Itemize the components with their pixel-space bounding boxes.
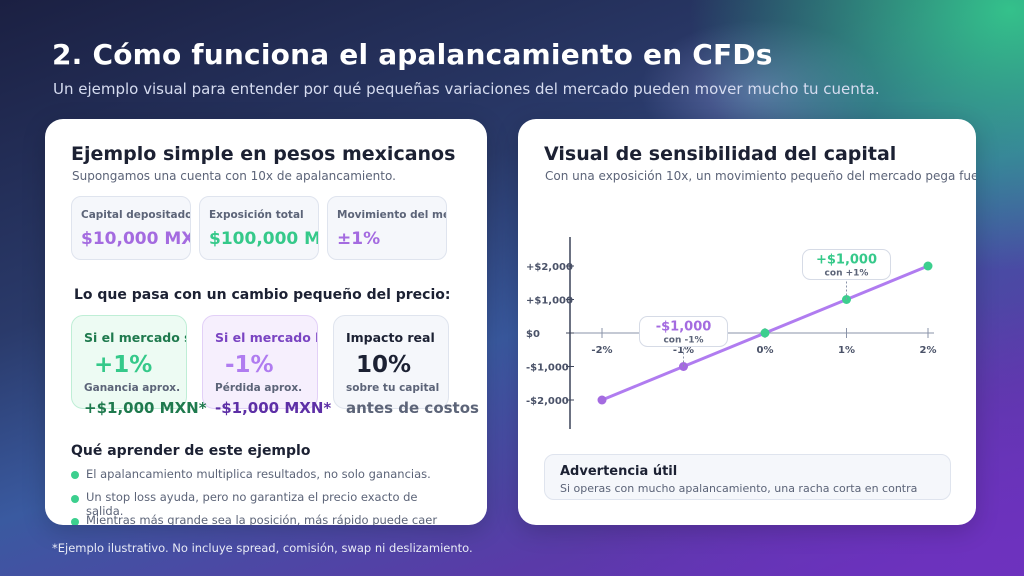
case-market-up: Si el mercado sube +1% Ganancia aprox. xyxy=(71,315,187,409)
bullet-position-size: Mientras más grande sea la posición, más… xyxy=(86,513,438,525)
case-real-impact: Impacto real 10% sobre tu capital xyxy=(333,315,449,409)
case-impact-heading: Impacto real xyxy=(346,330,435,345)
case-impact-label: sobre tu capital xyxy=(346,382,440,394)
annotation-value: -$1,000 xyxy=(656,320,712,335)
x-tick-label: 0% xyxy=(757,345,774,356)
annotation-label: con -1% xyxy=(663,336,703,346)
case-down-percent: -1% xyxy=(225,352,274,378)
sensitivity-card-title: Visual de sensibilidad del capital xyxy=(544,143,897,165)
annotation-label: con +1% xyxy=(825,269,869,279)
bullet-dot xyxy=(71,518,79,525)
x-tick-label: 2% xyxy=(920,345,937,356)
case-up-value: +$1,000 MXN* xyxy=(84,399,207,417)
bullet-leverage: El apalancamiento multiplica resultados,… xyxy=(86,467,431,481)
warning-title: Advertencia útil xyxy=(560,464,678,479)
example-card-description: Supongamos una cuenta con 10x de apalanc… xyxy=(72,169,396,183)
stat-exposure: Exposición total $100,000 MXN xyxy=(199,196,319,260)
case-down-label: Pérdida aprox. xyxy=(215,382,303,394)
bullet-dot xyxy=(71,471,79,479)
bullet-dot xyxy=(71,495,79,503)
example-card: Ejemplo simple en pesos mexicanos Supong… xyxy=(45,119,487,525)
annotation-box xyxy=(639,316,728,347)
stat-capital-label: Capital depositado xyxy=(81,209,191,221)
data-point xyxy=(597,395,607,405)
y-tick-label: +$2,000 xyxy=(526,262,573,273)
case-up-label: Ganancia aprox. xyxy=(84,382,181,394)
bullet-stop-loss: Un stop loss ayuda, pero no garantiza el… xyxy=(86,490,418,518)
warning-text: Si operas con mucho apalancamiento, una … xyxy=(560,482,918,495)
stat-market-move: Movimiento del mercado ±1% xyxy=(327,196,447,260)
data-point xyxy=(760,328,770,338)
case-up-heading: Si el mercado sube xyxy=(84,330,186,345)
stat-exposure-label: Exposición total xyxy=(209,209,304,221)
data-point xyxy=(923,261,933,271)
price-change-section-title: Lo que pasa con un cambio pequeño del pr… xyxy=(74,287,451,303)
sensitivity-card: Visual de sensibilidad del capital Con u… xyxy=(518,119,976,525)
annotation-box xyxy=(802,249,891,280)
y-tick-label: $0 xyxy=(526,329,540,340)
y-tick-label: -$1,000 xyxy=(526,363,569,374)
x-tick-label: 1% xyxy=(838,345,855,356)
case-impact-value: antes de costos xyxy=(346,399,479,417)
stat-exposure-value: $100,000 MXN xyxy=(209,229,318,249)
case-down-value: -$1,000 MXN* xyxy=(215,399,332,417)
stat-market-move-label: Movimiento del mercado xyxy=(337,209,446,221)
sensitivity-card-description: Con una exposición 10x, un movimiento pe… xyxy=(545,169,976,183)
stat-market-move-value: ±1% xyxy=(337,229,381,249)
case-impact-percent: 10% xyxy=(356,352,412,378)
stat-capital-value: $10,000 MXN xyxy=(81,229,190,249)
case-up-percent: +1% xyxy=(94,352,153,378)
page-subtitle: Un ejemplo visual para entender por qué … xyxy=(53,80,880,98)
case-down-heading: Si el mercado baja xyxy=(215,330,317,345)
y-tick-label: -$2,000 xyxy=(526,396,569,407)
chart-ticks: -2% -1% 0% 1% 2%+$2,000+$1,000$0-$1,000-$2,0… xyxy=(526,262,936,407)
y-tick-label: +$1,000 xyxy=(526,296,573,307)
stat-capital: Capital depositado $10,000 MXN xyxy=(71,196,191,260)
x-tick-label: -2% xyxy=(591,345,612,356)
sensitivity-chart: -2% -1% 0% 1% 2%+$2,000+$1,000$0-$1,000-$2,0… xyxy=(526,237,936,429)
footnote: *Ejemplo ilustrativo. No incluye spread,… xyxy=(52,541,473,555)
learn-section-title: Qué aprender de este ejemplo xyxy=(71,443,311,459)
page-title: 2. Cómo funciona el apalancamiento en CF… xyxy=(52,38,773,71)
warning-box: Advertencia útil Si operas con mucho apa… xyxy=(544,454,951,500)
case-market-down: Si el mercado baja -1% Pérdida aprox. xyxy=(202,315,318,409)
annotation-value: +$1,000 xyxy=(816,253,877,268)
example-card-title: Ejemplo simple en pesos mexicanos xyxy=(71,143,456,165)
